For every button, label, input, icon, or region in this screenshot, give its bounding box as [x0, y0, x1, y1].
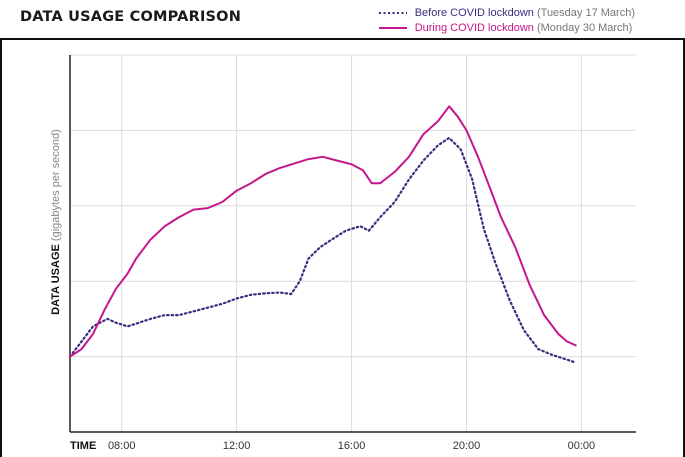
- legend-item-before: Before COVID lockdown (Tuesday 17 March): [377, 5, 635, 20]
- legend-date-during: (Monday 30 March): [536, 21, 633, 34]
- chart-legend: Before COVID lockdown (Tuesday 17 March)…: [377, 5, 635, 35]
- x-tick-label: 20:00: [453, 440, 481, 452]
- legend-swatch-during: [378, 26, 407, 29]
- legend-date-before: (Tuesday 17 March): [536, 6, 635, 19]
- legend-item-during: During COVID lockdown (Monday 30 March): [377, 20, 635, 35]
- x-tick-label: 16:00: [338, 440, 366, 452]
- x-tick-label: 00:00: [568, 440, 596, 452]
- x-tick-label: 12:00: [223, 440, 251, 452]
- series-line-before-covid: [68, 136, 577, 364]
- x-tick-label: 08:00: [108, 440, 136, 452]
- chart-title: DATA USAGE COMPARISON: [20, 9, 242, 25]
- legend-label-during: During COVID lockdown: [414, 21, 534, 34]
- series-line-during-covid: [69, 105, 577, 358]
- legend-label-before: Before COVID lockdown: [414, 6, 534, 19]
- legend-swatch-before: [378, 11, 407, 14]
- header-divider: [0, 38, 685, 40]
- x-axis-title: TIME: [70, 440, 96, 452]
- frame-right-border: [683, 38, 685, 457]
- frame-left-border: [0, 38, 2, 457]
